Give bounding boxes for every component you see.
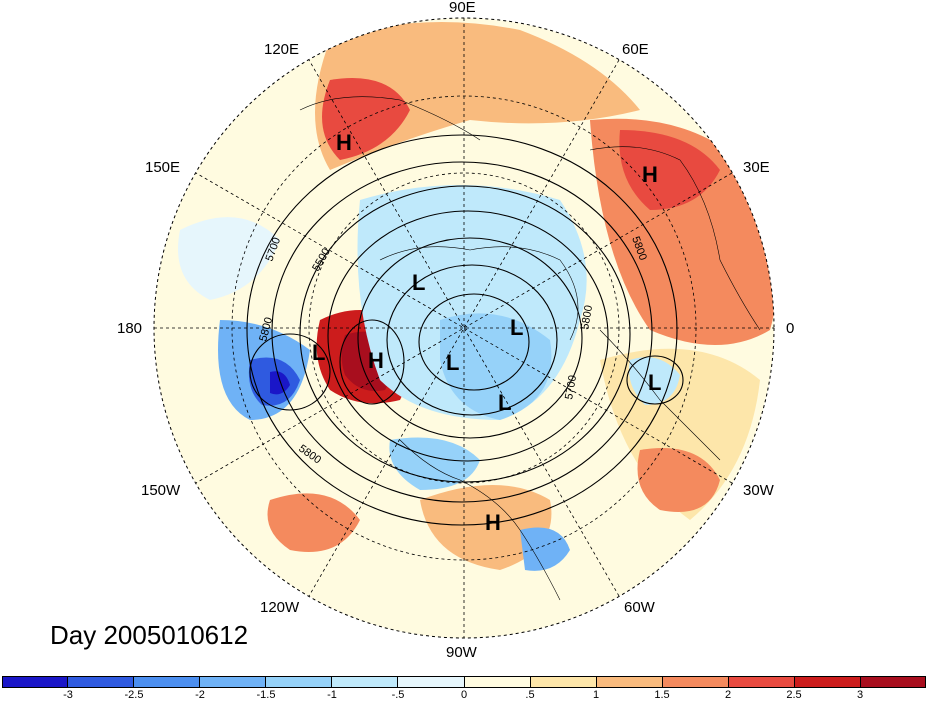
coastlines xyxy=(299,96,761,601)
temperature-anomaly-field xyxy=(154,18,774,638)
longitude-label-90e: 90E xyxy=(449,0,476,16)
map-boundary xyxy=(153,17,775,639)
longitude-label-150w: 150W xyxy=(141,482,181,499)
colorbar-tick-label: 1.5 xyxy=(654,689,670,701)
longitude-label-180: 180 xyxy=(117,320,143,337)
colorbar-swatch xyxy=(595,676,662,688)
colorbar-swatch xyxy=(397,676,464,688)
colorbar xyxy=(2,676,927,688)
low-pressure-center: L xyxy=(510,315,523,340)
colorbar-tick-label: -2.5 xyxy=(124,689,144,701)
contour-label: 5800 xyxy=(579,304,595,330)
colorbar-swatch xyxy=(67,676,134,688)
colorbar-tick-label: 2.5 xyxy=(786,689,802,701)
high-pressure-center: H xyxy=(368,348,384,373)
low-pressure-center: L xyxy=(312,340,325,365)
low-pressure-center: L xyxy=(498,390,511,415)
colorbar-swatch xyxy=(331,676,398,688)
colorbar-swatch xyxy=(529,676,596,688)
colorbar-tick-label: -.5 xyxy=(391,689,405,701)
colorbar-tick-label: -1 xyxy=(327,689,337,701)
longitude-label-120w: 120W xyxy=(260,599,300,616)
longitude-label-30e: 30E xyxy=(743,159,770,176)
longitude-label-120e: 120E xyxy=(264,41,300,58)
colorbar-tick-label: -3 xyxy=(63,689,73,701)
longitude-label-60e: 60E xyxy=(622,41,649,58)
longitude-label-0: 0 xyxy=(786,320,795,337)
date-caption: Day 2005010612 xyxy=(50,620,249,650)
colorbar-swatch xyxy=(727,676,794,688)
colorbar-tick-label: -2 xyxy=(195,689,205,701)
longitude-label-150e: 150E xyxy=(145,159,181,176)
contour-label: 5700 xyxy=(563,374,579,400)
low-pressure-center: L xyxy=(446,350,459,375)
high-pressure-center: H xyxy=(642,162,658,187)
height-contours xyxy=(246,134,684,526)
longitude-label-30w: 30W xyxy=(743,482,774,499)
colorbar-swatch xyxy=(265,676,332,688)
high-pressure-center: H xyxy=(336,130,352,155)
graticule xyxy=(154,18,774,638)
longitude-label-60w: 60W xyxy=(624,599,655,616)
low-pressure-center: L xyxy=(412,270,425,295)
colorbar-tick-label: 0 xyxy=(460,689,468,701)
colorbar-tick-label: 1 xyxy=(592,689,600,701)
longitude-label-90w: 90W xyxy=(446,644,477,661)
colorbar-tick-label: 3 xyxy=(856,689,864,701)
colorbar-swatch xyxy=(2,676,68,688)
colorbar-tick-label: 2 xyxy=(724,689,732,701)
colorbar-tick-label: -1.5 xyxy=(256,689,276,701)
colorbar-swatch xyxy=(661,676,728,688)
high-pressure-center: H xyxy=(485,510,501,535)
colorbar-swatch xyxy=(133,676,200,688)
colorbar-swatch xyxy=(463,676,530,688)
colorbar-swatch xyxy=(793,676,861,688)
colorbar-swatch xyxy=(199,676,266,688)
colorbar-swatch xyxy=(860,676,927,688)
colorbar-tick-label: .5 xyxy=(525,689,535,701)
low-pressure-center: L xyxy=(648,370,661,395)
